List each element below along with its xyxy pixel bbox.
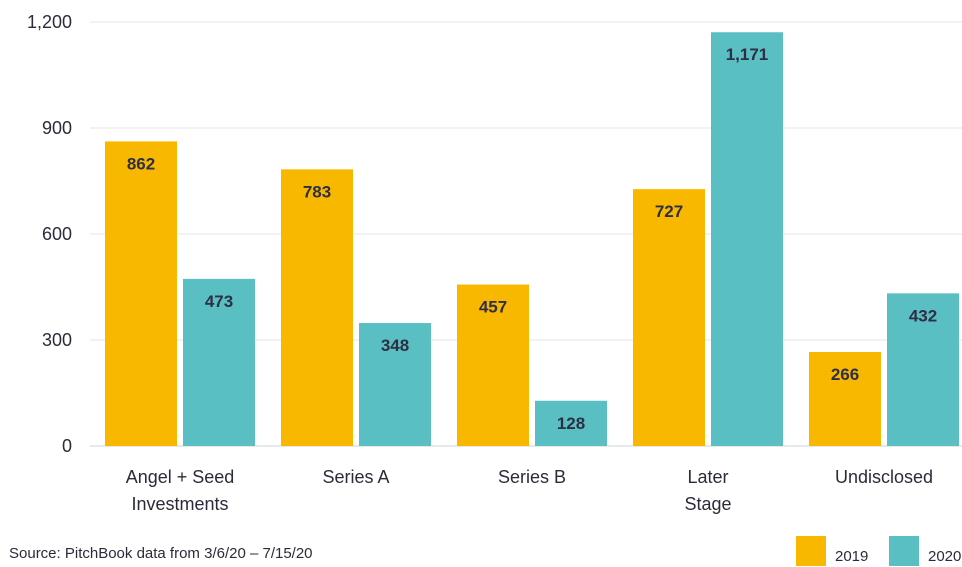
category-label: Later Stage <box>684 467 731 514</box>
data-labels: 862 473 783 348 457 128 727 1,171 266 432 <box>127 45 937 433</box>
y-tick-label: 0 <box>62 436 72 456</box>
bars <box>105 32 959 447</box>
data-label: 783 <box>303 182 331 201</box>
bar-2020 <box>359 323 431 446</box>
category-label: Angel + Seed Investments <box>126 467 235 514</box>
bar-2019 <box>105 141 177 446</box>
bar-2020 <box>535 400 607 446</box>
data-label: 727 <box>655 202 683 221</box>
data-label: 862 <box>127 154 155 173</box>
legend-swatch-2020 <box>889 536 919 566</box>
data-label: 266 <box>831 365 859 384</box>
category-label: Series B <box>498 467 566 487</box>
data-label: 457 <box>479 298 507 317</box>
data-label: 1,171 <box>726 45 769 64</box>
bar-2019 <box>809 352 881 446</box>
legend-label-2019: 2019 <box>835 548 869 565</box>
data-label: 432 <box>909 306 937 325</box>
y-tick-label: 600 <box>42 224 72 244</box>
bar-2020 <box>887 293 959 446</box>
bar-2019 <box>633 189 705 447</box>
bar-2020 <box>711 32 783 446</box>
data-label: 348 <box>381 336 409 355</box>
x-axis-categories: Angel + Seed Investments Series A Series B L… <box>126 467 933 514</box>
legend-label-2020: 2020 <box>928 548 962 565</box>
bar-2020 <box>183 278 255 446</box>
category-label: Series A <box>322 467 389 487</box>
legend-swatch-2019 <box>796 536 826 566</box>
y-tick-label: 900 <box>42 118 72 138</box>
y-tick-label: 300 <box>42 330 72 350</box>
source-note: Source: PitchBook data from 3/6/20 – 7/1… <box>9 545 313 562</box>
bar-2019 <box>457 284 529 446</box>
data-label: 128 <box>557 414 585 433</box>
category-label: Undisclosed <box>835 467 933 487</box>
data-label: 473 <box>205 292 233 311</box>
y-axis-ticks: 0 300 600 900 1,200 <box>27 12 72 456</box>
y-tick-label: 1,200 <box>27 12 72 32</box>
bar-2019 <box>281 169 353 446</box>
